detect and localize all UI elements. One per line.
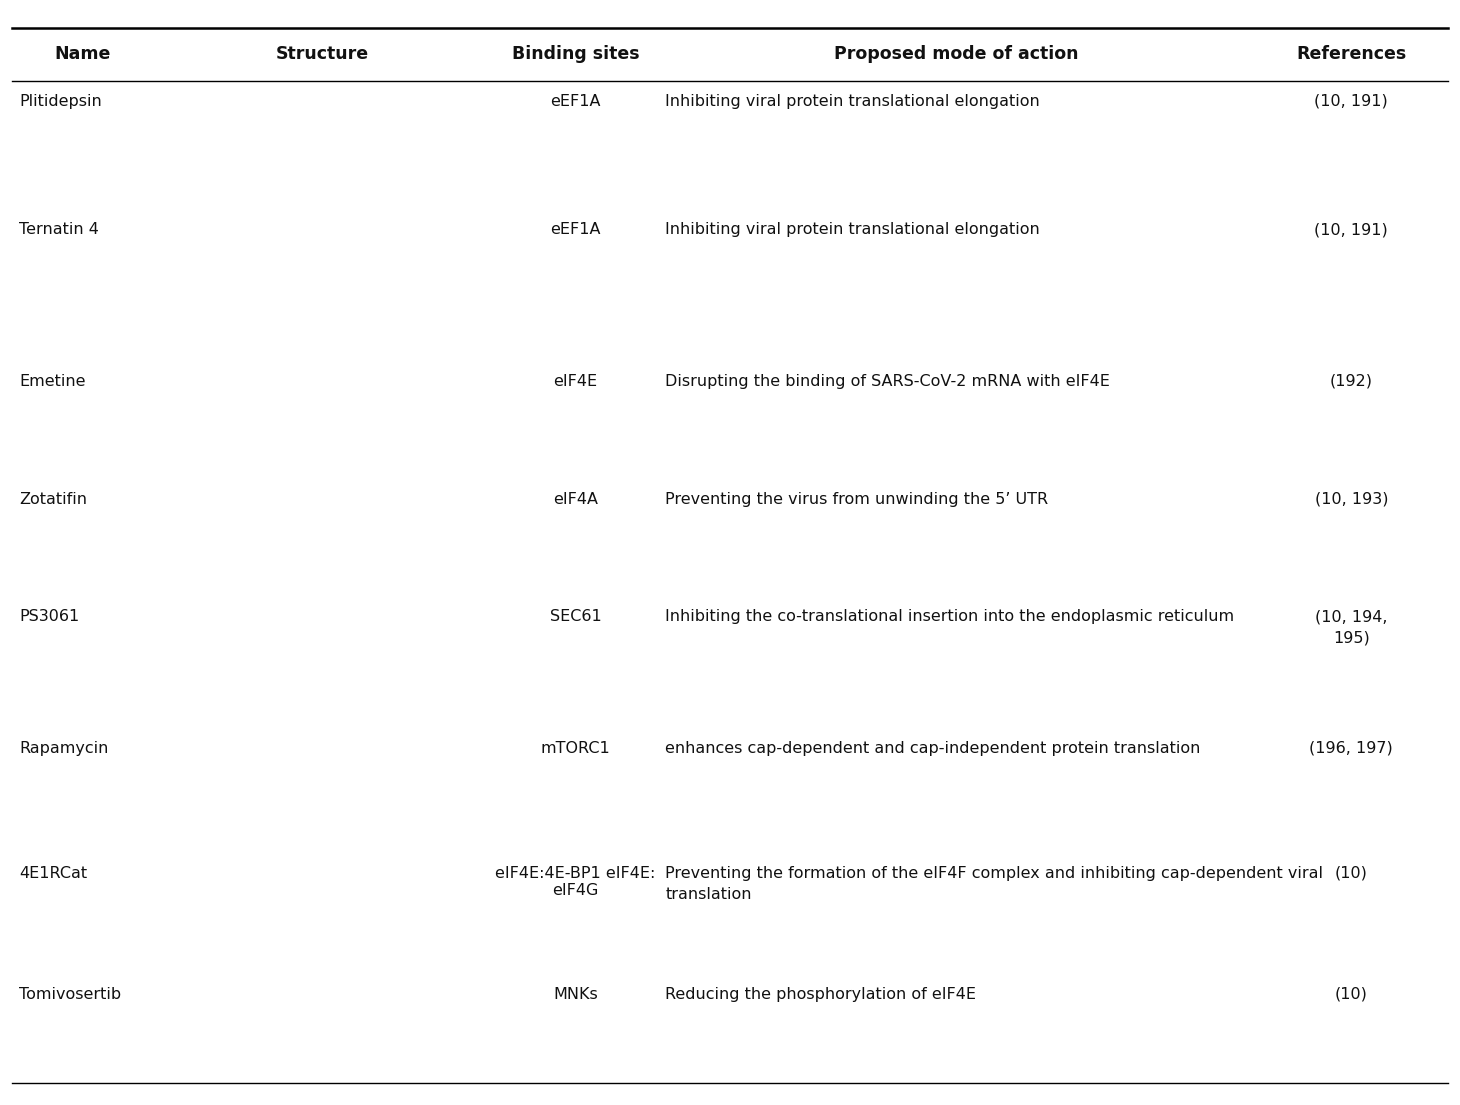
- Text: eEF1A: eEF1A: [550, 94, 602, 109]
- Text: Ternatin 4: Ternatin 4: [19, 222, 99, 238]
- Text: (10, 193): (10, 193): [1314, 492, 1388, 506]
- Text: Proposed mode of action: Proposed mode of action: [834, 45, 1079, 63]
- Text: Inhibiting viral protein translational elongation: Inhibiting viral protein translational e…: [666, 94, 1040, 109]
- Text: Tomivosertib: Tomivosertib: [19, 987, 121, 1001]
- Text: eEF1A: eEF1A: [550, 222, 602, 238]
- Text: Plitidepsin: Plitidepsin: [19, 94, 102, 109]
- Text: References: References: [1296, 45, 1406, 63]
- Text: Reducing the phosphorylation of eIF4E: Reducing the phosphorylation of eIF4E: [666, 987, 977, 1001]
- Text: Emetine: Emetine: [19, 373, 86, 389]
- Text: (196, 197): (196, 197): [1310, 740, 1393, 756]
- Text: eIF4E:4E-BP1 eIF4E:
eIF4G: eIF4E:4E-BP1 eIF4E: eIF4G: [495, 865, 656, 898]
- Text: PS3061: PS3061: [19, 609, 79, 624]
- Text: (10): (10): [1334, 987, 1368, 1001]
- Text: Inhibiting viral protein translational elongation: Inhibiting viral protein translational e…: [666, 222, 1040, 238]
- Text: Preventing the virus from unwinding the 5’ UTR: Preventing the virus from unwinding the …: [666, 492, 1048, 506]
- Text: Disrupting the binding of SARS-CoV-2 mRNA with eIF4E: Disrupting the binding of SARS-CoV-2 mRN…: [666, 373, 1111, 389]
- Text: (192): (192): [1330, 373, 1372, 389]
- Text: (10, 191): (10, 191): [1314, 222, 1388, 238]
- Text: Zotatifin: Zotatifin: [19, 492, 88, 506]
- Text: Binding sites: Binding sites: [512, 45, 639, 63]
- Text: (10): (10): [1334, 865, 1368, 881]
- Text: SEC61: SEC61: [549, 609, 602, 624]
- Text: Inhibiting the co-translational insertion into the endoplasmic reticulum: Inhibiting the co-translational insertio…: [666, 609, 1235, 624]
- Text: mTORC1: mTORC1: [540, 740, 610, 756]
- Text: Rapamycin: Rapamycin: [19, 740, 108, 756]
- Text: MNKs: MNKs: [553, 987, 599, 1001]
- Text: Structure: Structure: [276, 45, 369, 63]
- Text: (10, 194,
195): (10, 194, 195): [1315, 609, 1387, 645]
- Text: enhances cap-dependent and cap-independent protein translation: enhances cap-dependent and cap-independe…: [666, 740, 1200, 756]
- Text: eIF4A: eIF4A: [553, 492, 599, 506]
- Text: Preventing the formation of the eIF4F complex and inhibiting cap-dependent viral: Preventing the formation of the eIF4F co…: [666, 865, 1323, 902]
- Text: 4E1RCat: 4E1RCat: [19, 865, 88, 881]
- Text: eIF4E: eIF4E: [553, 373, 597, 389]
- Text: (10, 191): (10, 191): [1314, 94, 1388, 109]
- Text: Name: Name: [54, 45, 111, 63]
